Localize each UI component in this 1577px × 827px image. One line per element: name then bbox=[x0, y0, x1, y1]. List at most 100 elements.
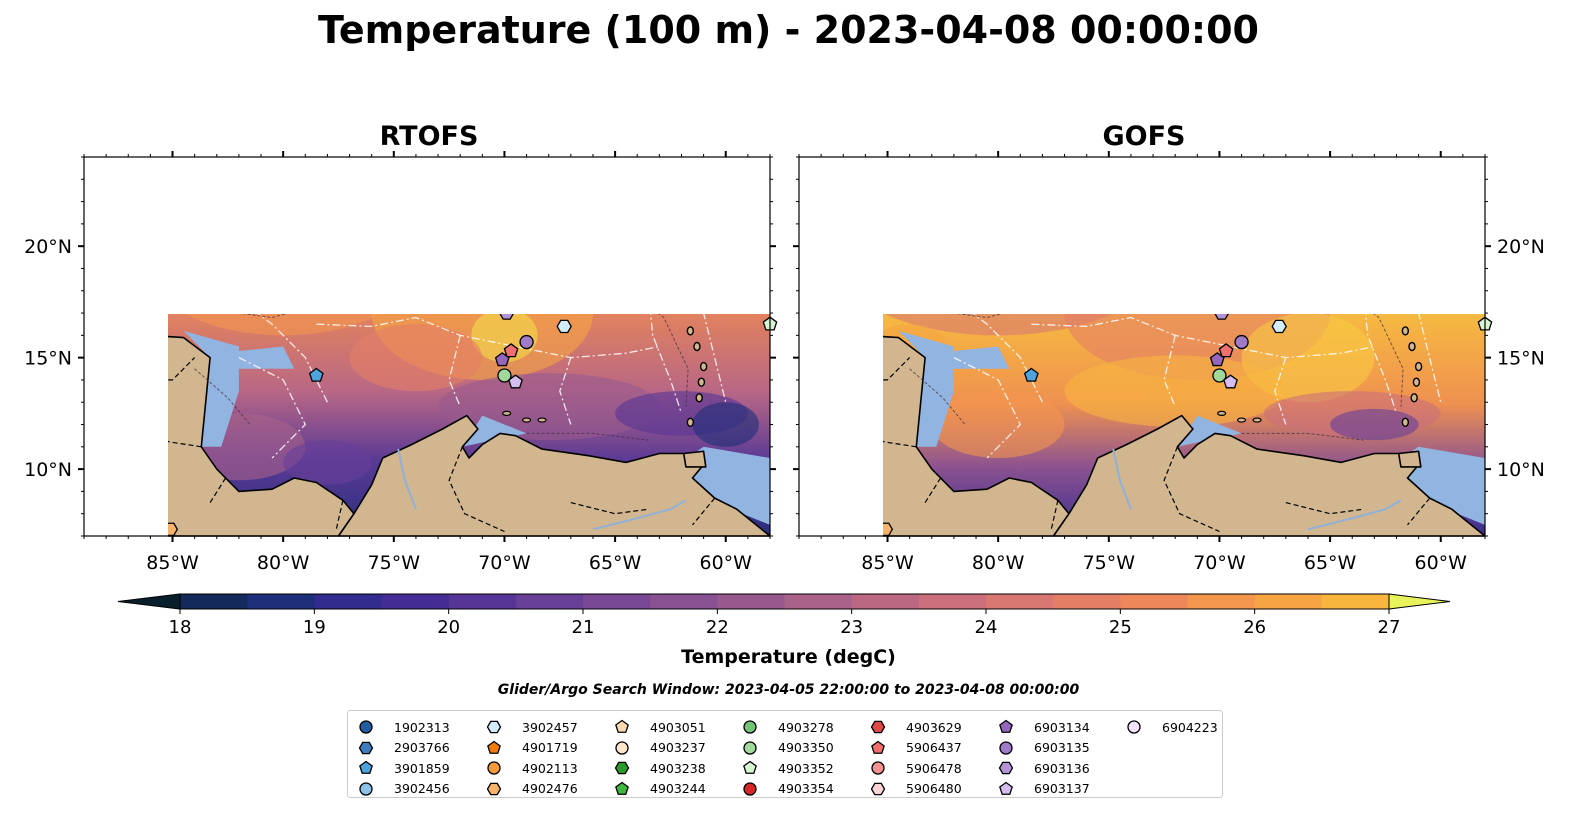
float-marker-6903137[interactable] bbox=[508, 374, 523, 389]
lon-tick-label: 65°W bbox=[589, 552, 642, 574]
small-island bbox=[281, 251, 289, 255]
float-marker-4901719[interactable] bbox=[1065, 299, 1078, 312]
float-marker-4903051[interactable] bbox=[387, 181, 400, 194]
float-marker-5906478[interactable] bbox=[810, 460, 823, 473]
colorbar-over-arrow bbox=[1388, 593, 1451, 610]
float-marker-4903244[interactable] bbox=[757, 212, 770, 225]
antilles-island bbox=[1412, 377, 1421, 387]
float-marker-4902476[interactable] bbox=[878, 522, 894, 537]
hexagon-marker-icon bbox=[486, 720, 502, 734]
legend-item-4903629: 4903629 bbox=[870, 717, 962, 738]
colorbar-bin bbox=[650, 594, 718, 609]
float-marker-3902457[interactable] bbox=[1271, 319, 1287, 334]
legend-label: 4903352 bbox=[778, 760, 834, 776]
colorbar-bin bbox=[314, 594, 382, 609]
colorbar-bin bbox=[1254, 594, 1323, 609]
float-marker-5906437[interactable] bbox=[503, 343, 519, 358]
bathymetry-contour bbox=[658, 314, 689, 407]
pentagon-marker-icon bbox=[871, 740, 885, 754]
float-marker-4903350[interactable] bbox=[1212, 368, 1227, 383]
float-marker-4902476[interactable] bbox=[163, 522, 179, 537]
legend-label: 3901859 bbox=[394, 760, 450, 776]
float-marker-1902313[interactable] bbox=[719, 177, 732, 190]
float-marker-3901859[interactable] bbox=[308, 367, 324, 382]
float-marker-6903135[interactable] bbox=[519, 334, 534, 350]
float-marker-3902457[interactable] bbox=[556, 319, 572, 334]
float-marker-4903354[interactable] bbox=[137, 175, 150, 188]
river bbox=[397, 448, 417, 510]
float-marker-6903134[interactable] bbox=[1209, 352, 1225, 367]
legend-label: 4903238 bbox=[650, 760, 706, 776]
float-marker-6903134[interactable] bbox=[494, 352, 510, 367]
legend-column: 6904223 bbox=[1126, 717, 1218, 738]
float-marker-4903244[interactable] bbox=[1472, 212, 1485, 225]
colorbar-frame bbox=[179, 593, 1390, 610]
colorbar-bin bbox=[247, 594, 315, 609]
float-marker-4903278[interactable] bbox=[398, 195, 411, 208]
temperature-anomaly bbox=[471, 314, 538, 363]
float-marker-4903238[interactable] bbox=[1146, 207, 1160, 219]
bathymetry-contour bbox=[909, 368, 966, 425]
legend-marker-3902457 bbox=[486, 720, 502, 734]
legend-item-4903238: 4903238 bbox=[614, 758, 706, 779]
float-marker-4903278[interactable] bbox=[1113, 195, 1126, 208]
float-marker-3902456[interactable] bbox=[1195, 286, 1208, 299]
float-marker-4902113[interactable] bbox=[1153, 206, 1166, 219]
country-border bbox=[1163, 446, 1220, 533]
legend-item-2903766: 2903766 bbox=[358, 738, 450, 759]
float-marker-6903136[interactable] bbox=[1214, 307, 1229, 320]
float-marker-4903238[interactable] bbox=[431, 207, 445, 219]
float-marker-4903237[interactable] bbox=[1191, 206, 1204, 219]
float-marker-6903135[interactable] bbox=[1234, 334, 1249, 350]
float-marker-4902113[interactable] bbox=[438, 206, 451, 219]
country-border bbox=[448, 446, 505, 533]
float-marker-6904223[interactable] bbox=[1290, 235, 1303, 248]
hexagon-marker-icon bbox=[358, 741, 374, 755]
colorbar-tick-label: 20 bbox=[437, 617, 460, 638]
small-island bbox=[996, 251, 1004, 255]
float-marker-3902456[interactable] bbox=[480, 286, 493, 299]
legend-column: 4903629 5906437 5906478 5906480 bbox=[870, 717, 962, 799]
legend-column: 4903278 4903350 4903352 4903354 bbox=[742, 717, 834, 799]
yucatan-channel-deep bbox=[106, 157, 150, 202]
float-marker-4903237[interactable] bbox=[476, 206, 489, 219]
legend-item-4903237: 4903237 bbox=[614, 738, 706, 759]
float-marker-1902313[interactable] bbox=[1434, 177, 1447, 190]
legend-item-6903134: 6903134 bbox=[998, 717, 1090, 738]
circle-marker-icon bbox=[487, 761, 501, 775]
small-island bbox=[1217, 410, 1227, 416]
colorbar: 18 19 20 21 22 23 24 25 26 27 bbox=[117, 593, 1451, 638]
float-marker-4901719[interactable] bbox=[350, 299, 363, 312]
land-cuba bbox=[175, 175, 412, 249]
legend-marker-4903244 bbox=[615, 781, 629, 795]
legend-label: 6904223 bbox=[1162, 719, 1218, 735]
land-trinidad bbox=[1397, 450, 1422, 468]
eez-boundary bbox=[505, 179, 771, 279]
float-marker-3901859[interactable] bbox=[1023, 367, 1039, 382]
float-marker-5906437[interactable] bbox=[1218, 343, 1234, 358]
legend-marker-5906478 bbox=[871, 761, 885, 775]
bathymetry-contour bbox=[1098, 179, 1176, 201]
legend-item-4901719: 4901719 bbox=[486, 738, 578, 759]
float-marker-6903137[interactable] bbox=[1223, 374, 1238, 389]
colorbar-title: Temperature (degC) bbox=[681, 646, 896, 668]
float-marker-5906478[interactable] bbox=[95, 460, 108, 473]
river bbox=[1112, 448, 1132, 510]
colorbar-tick-label: 26 bbox=[1243, 617, 1266, 638]
float-marker-4903350[interactable] bbox=[497, 368, 512, 383]
temperature-anomaly bbox=[884, 314, 1112, 336]
float-marker-6904223[interactable] bbox=[575, 235, 588, 248]
land-bahamas1 bbox=[1038, 157, 1058, 175]
legend-marker-3901859 bbox=[359, 760, 373, 775]
float-marker-4903051[interactable] bbox=[1102, 181, 1115, 194]
float-marker-4903629[interactable] bbox=[1179, 202, 1193, 214]
float-marker-6903136[interactable] bbox=[499, 307, 514, 320]
legend-label: 6903136 bbox=[1034, 760, 1090, 776]
float-marker-4903629[interactable] bbox=[464, 202, 478, 214]
small-island bbox=[1236, 417, 1247, 423]
legend-marker-6903137 bbox=[999, 781, 1013, 795]
float-marker-4903354[interactable] bbox=[852, 175, 865, 188]
legend-marker-4903354 bbox=[743, 782, 757, 796]
lon-tick-label: 60°W bbox=[700, 552, 753, 574]
legend-item-5906437: 5906437 bbox=[870, 738, 962, 759]
